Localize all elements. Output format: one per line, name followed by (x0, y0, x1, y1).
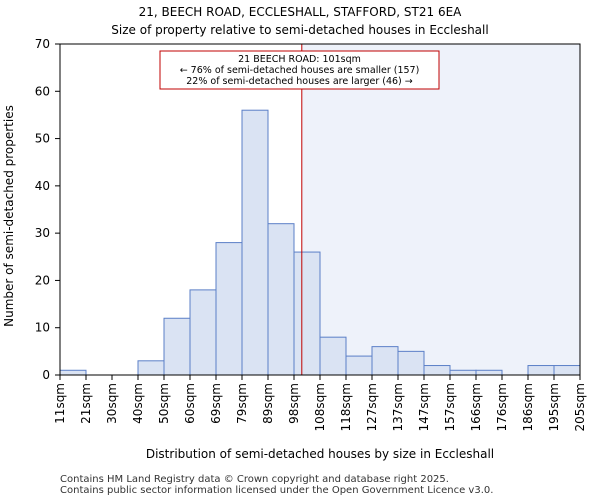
x-tick-label: 127sqm (365, 383, 379, 431)
x-tick-label: 137sqm (391, 383, 405, 431)
bar (371, 346, 399, 376)
y-tick-label: 10 (35, 321, 50, 335)
x-tick-label: 11sqm (53, 383, 67, 424)
annotation-line-2: ← 76% of semi-detached houses are smalle… (180, 65, 420, 76)
bar (215, 242, 243, 376)
annotation-line-3: 22% of semi-detached houses are larger (… (186, 76, 413, 87)
x-tick-label: 176sqm (495, 383, 509, 431)
y-tick-label: 70 (35, 37, 50, 51)
y-axis-label: Number of semi-detached properties (2, 105, 16, 327)
x-tick-label: 40sqm (131, 383, 145, 424)
bar (449, 369, 477, 376)
x-tick-label: 186sqm (521, 383, 535, 431)
chart-title-line1: 21, BEECH ROAD, ECCLESHALL, STAFFORD, ST… (139, 5, 463, 19)
bar (293, 251, 321, 376)
x-tick-label: 89sqm (261, 383, 275, 424)
bar (319, 336, 347, 376)
x-tick-label: 21sqm (79, 383, 93, 424)
y-tick-label: 20 (35, 273, 50, 287)
bar (267, 223, 295, 376)
annotation-box (159, 50, 440, 90)
y-tick-label: 60 (35, 84, 50, 98)
x-tick-label: 50sqm (157, 383, 171, 424)
bar (345, 355, 373, 376)
y-tick-label: 0 (42, 368, 50, 382)
bar (397, 350, 425, 376)
chart-title-line2: Size of property relative to semi-detach… (111, 23, 488, 37)
plot-area: 0 10 20 30 40 50 60 70 11sqm 21sqm 30sqm 40sqm 50sqm… (35, 37, 587, 431)
x-tick-label: 79sqm (235, 383, 249, 424)
bar (475, 369, 503, 376)
bar (59, 369, 87, 376)
larger-region-shade (301, 44, 580, 375)
bar (189, 289, 217, 376)
x-tick-label: 205sqm (573, 383, 587, 431)
x-tick-label: 98sqm (287, 383, 301, 424)
x-tick-label: 69sqm (209, 383, 223, 424)
bar (241, 109, 269, 376)
bar (527, 365, 555, 376)
y-tick-label: 30 (35, 226, 50, 240)
bar (553, 365, 581, 376)
bar (163, 317, 191, 376)
y-tick-label: 50 (35, 132, 50, 146)
x-tick-label: 157sqm (443, 383, 457, 431)
x-axis-label: Distribution of semi-detached houses by … (146, 447, 494, 461)
x-tick-label: 108sqm (313, 383, 327, 431)
bar (423, 365, 451, 376)
footer-licence: Contains public sector information licen… (60, 485, 494, 496)
x-tick-label: 60sqm (183, 383, 197, 424)
annotation-line-1: 21 BEECH ROAD: 101sqm (238, 54, 361, 65)
x-tick-label: 147sqm (417, 383, 431, 431)
bar (137, 360, 165, 376)
x-tick-label: 30sqm (105, 383, 119, 424)
x-tick-label: 118sqm (339, 383, 353, 431)
x-tick-label: 195sqm (547, 383, 561, 431)
x-tick-label: 166sqm (469, 383, 483, 431)
footer-copyright: Contains HM Land Registry data © Crown c… (60, 474, 449, 485)
y-tick-label: 40 (35, 179, 50, 193)
histogram-chart: 21, BEECH ROAD, ECCLESHALL, STAFFORD, ST… (2, 5, 587, 461)
